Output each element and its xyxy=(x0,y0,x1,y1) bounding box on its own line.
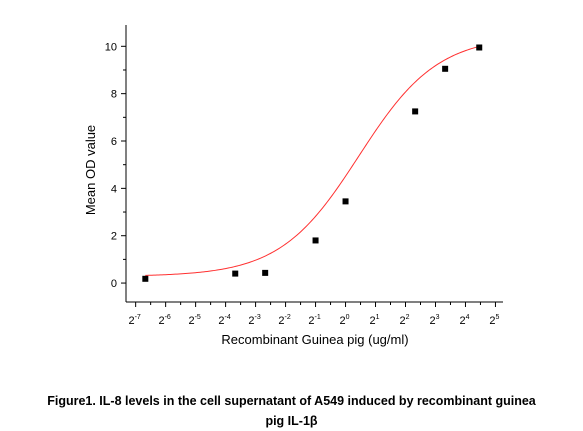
y-tick-label: 4 xyxy=(111,183,117,195)
data-point xyxy=(262,269,269,276)
x-tick-label: 25 xyxy=(489,314,499,327)
x-tick-label: 2-1 xyxy=(308,314,320,327)
y-tick-label: 2 xyxy=(111,231,117,243)
caption-line-1: Figure1. IL-8 levels in the cell superna… xyxy=(47,394,536,408)
x-ticks: 2-7 2-6 2-5 2-4 2-3 2-2 2-1 20 21 22 23 24 25 xyxy=(128,302,500,327)
data-point xyxy=(312,237,319,244)
x-tick-label: 20 xyxy=(340,314,350,327)
y-axis-title: Mean OD value xyxy=(83,125,98,215)
caption-line-2: pig IL-1β xyxy=(265,414,318,428)
x-tick-label: 23 xyxy=(429,314,439,327)
x-tick-label: 2-2 xyxy=(278,314,290,327)
chart-area: 2-7 2-6 2-5 2-4 2-3 2-2 2-1 20 21 22 23 24 25 024681… xyxy=(83,25,503,347)
fit-curve xyxy=(145,45,480,276)
y-ticks: 0 2 4 6 8 10 xyxy=(105,41,126,290)
data-point xyxy=(342,198,349,205)
data-points xyxy=(142,44,483,282)
x-axis-title: Recombinant Guinea pig (ug/ml) xyxy=(221,332,408,347)
figure-caption: Figure1. IL-8 levels in the cell superna… xyxy=(10,391,573,431)
x-tick-label: 2-7 xyxy=(128,314,140,327)
y-tick-label: 6 xyxy=(111,136,117,148)
x-tick-label: 2-5 xyxy=(188,314,200,327)
x-tick-label: 2-6 xyxy=(158,314,170,327)
data-point xyxy=(232,270,239,277)
data-point xyxy=(412,108,419,115)
axes xyxy=(125,25,503,303)
y-tick-label: 8 xyxy=(111,89,117,101)
data-point xyxy=(442,65,449,72)
y-tick-label: 10 xyxy=(105,41,117,53)
x-tick-label: 21 xyxy=(370,314,380,327)
data-point xyxy=(476,44,483,51)
data-point xyxy=(142,275,149,282)
y-tick-label: 0 xyxy=(111,278,117,290)
x-tick-label: 2-4 xyxy=(218,314,230,327)
x-tick-label: 2-3 xyxy=(248,314,260,327)
x-tick-label: 24 xyxy=(459,314,469,327)
x-tick-label: 22 xyxy=(399,314,409,327)
